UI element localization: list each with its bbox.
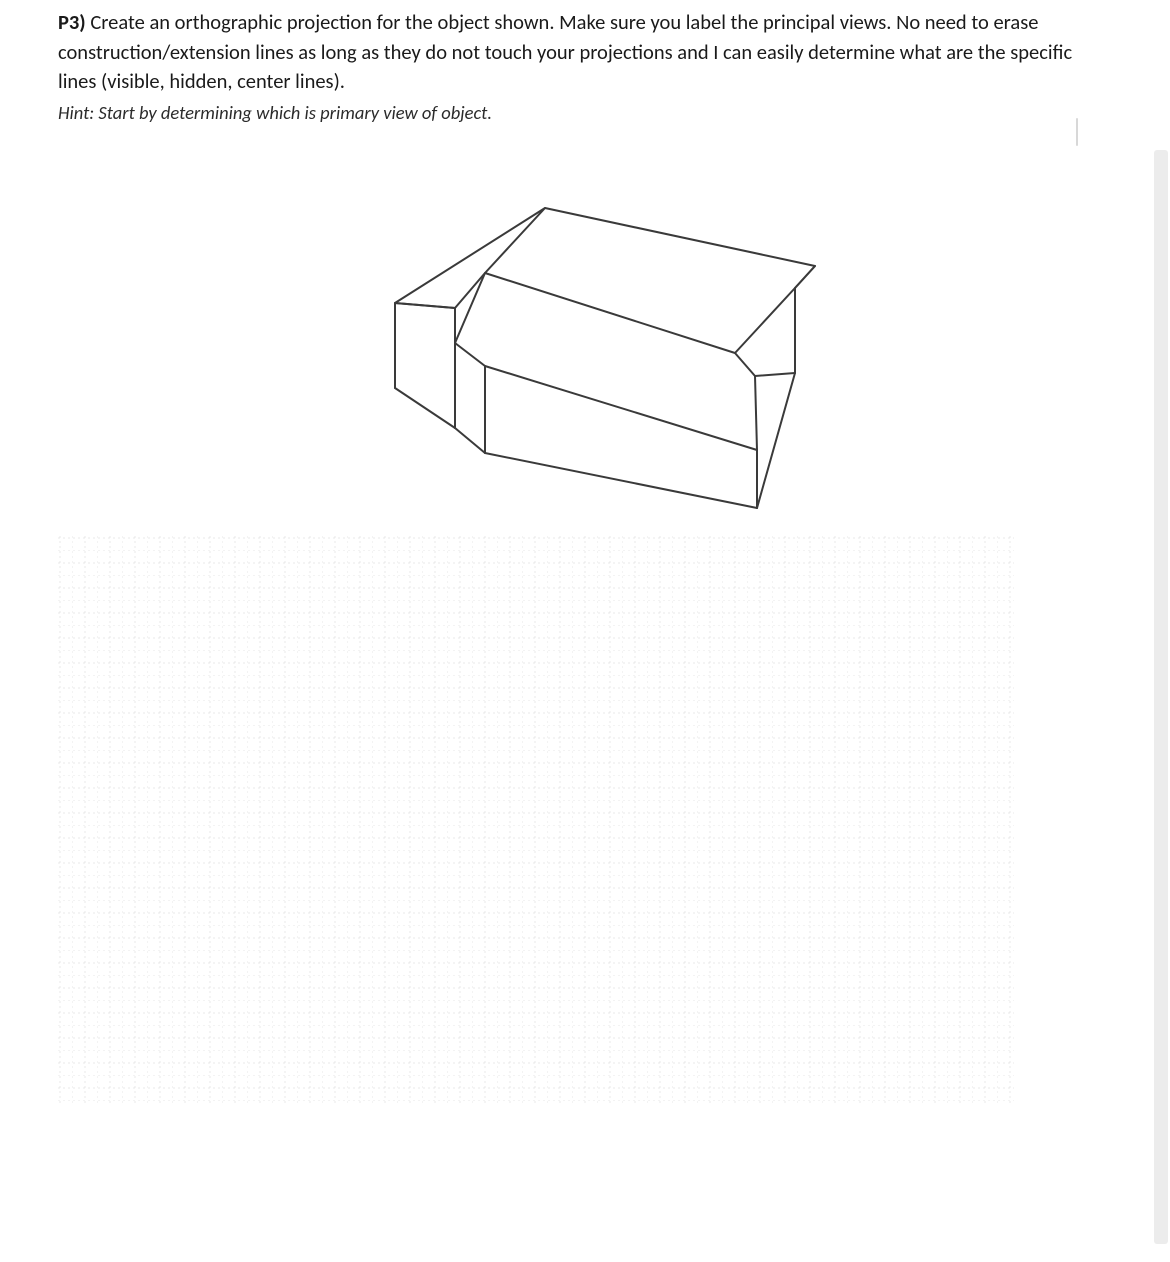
isometric-figure — [335, 148, 835, 518]
worksheet-page: P3) Create an orthographic projection fo… — [0, 0, 1170, 1262]
scrollbar — [1154, 150, 1168, 1244]
scan-mark — [1076, 118, 1078, 146]
problem-hint: Hint: Start by determining which is prim… — [58, 101, 1112, 124]
answer-grid-wrap — [58, 536, 1112, 1106]
problem-statement: P3) Create an orthographic projection fo… — [58, 8, 1112, 97]
isometric-figure-wrap — [58, 148, 1112, 518]
problem-body: Create an orthographic projection for th… — [58, 9, 1072, 94]
problem-label: P3) — [58, 9, 86, 35]
answer-grid — [58, 536, 1014, 1106]
